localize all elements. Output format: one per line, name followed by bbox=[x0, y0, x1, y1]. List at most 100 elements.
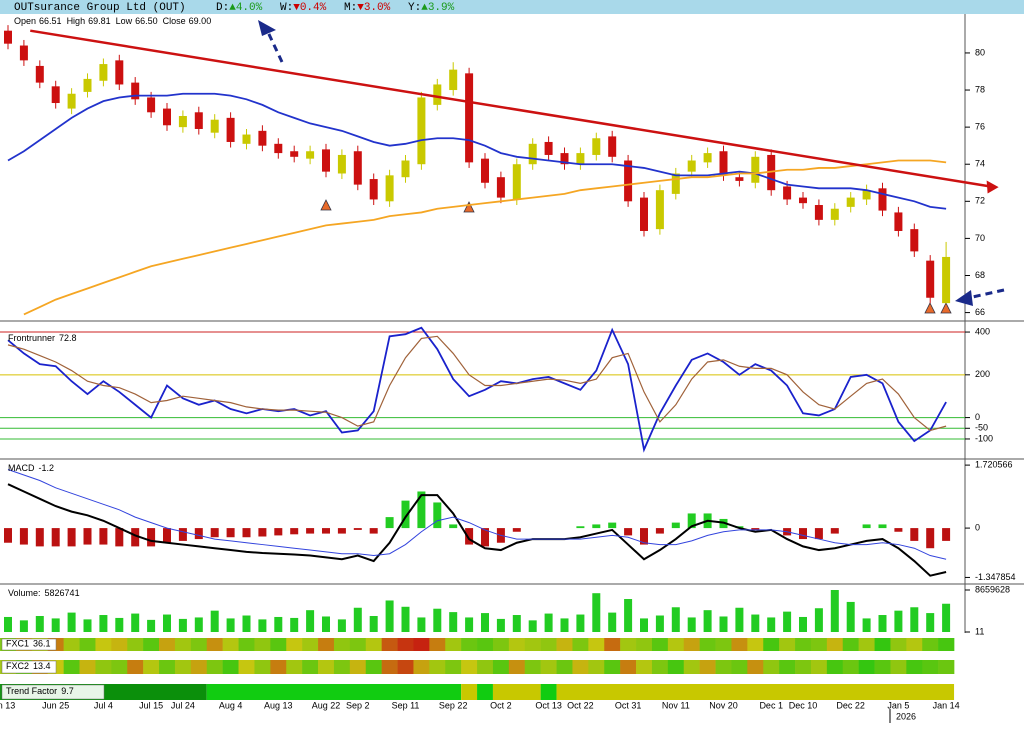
candle-body bbox=[449, 69, 458, 91]
macd-histogram bbox=[163, 528, 171, 543]
candle-body bbox=[528, 143, 537, 165]
macd-histogram bbox=[417, 491, 426, 529]
change-arrow: ▲ bbox=[421, 2, 428, 14]
indicator-label-part: 72.8 bbox=[59, 333, 77, 343]
macd-histogram bbox=[862, 524, 871, 529]
indicator-label-part: Frontrunner bbox=[8, 333, 55, 343]
macd-histogram bbox=[178, 528, 187, 541]
volume-bar bbox=[322, 616, 330, 632]
volume-bar bbox=[528, 620, 537, 632]
heat-cell bbox=[254, 660, 271, 674]
candle-body bbox=[19, 45, 28, 61]
strip-value: 13.4 bbox=[33, 661, 51, 671]
macd-histogram bbox=[687, 513, 696, 529]
heat-cell bbox=[763, 660, 780, 674]
volume-bar bbox=[226, 618, 235, 632]
heat-cell bbox=[63, 660, 80, 674]
heat-cell bbox=[779, 638, 796, 651]
candle-body bbox=[242, 134, 251, 144]
strip-label-box bbox=[1, 638, 57, 651]
heat-cell bbox=[922, 660, 939, 674]
macd-histogram bbox=[242, 528, 251, 538]
trend-segment bbox=[556, 684, 955, 700]
volume-bar bbox=[51, 618, 60, 632]
heat-cell bbox=[699, 660, 716, 674]
heat-cell bbox=[349, 638, 367, 651]
y-tick-label: 76 bbox=[975, 122, 985, 132]
heat-cell bbox=[938, 660, 955, 674]
macd-histogram bbox=[35, 528, 44, 547]
volume-bar bbox=[814, 608, 823, 632]
change-label: M:▼3.0% bbox=[344, 2, 391, 14]
candle-body bbox=[576, 153, 585, 165]
y-tick-label: 80 bbox=[975, 47, 985, 57]
volume-bar bbox=[83, 619, 92, 632]
heat-cell bbox=[524, 660, 541, 674]
candle-body bbox=[433, 84, 442, 105]
volume-bar bbox=[942, 603, 951, 632]
arrow-head bbox=[258, 20, 276, 36]
heat-cell bbox=[667, 638, 685, 651]
candle-body bbox=[258, 130, 267, 146]
heat-cell bbox=[826, 660, 844, 674]
change-value: 3.9% bbox=[428, 2, 455, 14]
candle-body bbox=[99, 64, 108, 81]
heat-cell bbox=[206, 638, 223, 651]
heat-cell bbox=[397, 638, 414, 651]
candle-body bbox=[655, 190, 664, 230]
volume-bar bbox=[433, 608, 442, 632]
heat-cell bbox=[238, 660, 255, 674]
candle-body bbox=[274, 143, 283, 154]
candle-body bbox=[687, 160, 696, 172]
candle-body bbox=[814, 205, 823, 220]
volume-bar bbox=[767, 617, 776, 632]
x-tick-label: Oct 22 bbox=[567, 700, 594, 710]
macd-histogram bbox=[465, 528, 474, 545]
x-tick-label: Aug 4 bbox=[219, 700, 243, 710]
volume-bar bbox=[655, 615, 664, 632]
change-value: 3.0% bbox=[364, 2, 391, 14]
heat-cell bbox=[747, 660, 764, 674]
candle-body bbox=[115, 60, 124, 85]
heat-cell bbox=[938, 638, 955, 651]
volume-bar bbox=[687, 617, 696, 632]
macd-histogram bbox=[322, 528, 330, 534]
y-tick-label: 72 bbox=[975, 196, 985, 206]
volume-bar bbox=[640, 618, 648, 632]
moving-average bbox=[7, 92, 947, 210]
volume-bar bbox=[147, 619, 156, 632]
signal-marker bbox=[940, 302, 952, 314]
heat-cell bbox=[461, 638, 478, 651]
signal-markers bbox=[320, 199, 952, 314]
candle-body bbox=[894, 212, 903, 231]
heat-cell bbox=[508, 660, 526, 674]
stock-title: OUTsurance Group Ltd (OUT) bbox=[14, 2, 186, 14]
volume-bar bbox=[210, 610, 219, 632]
x-tick-label: Oct 13 bbox=[535, 700, 562, 710]
heat-cell bbox=[556, 660, 573, 674]
macd-histogram bbox=[878, 524, 887, 529]
volume-bar bbox=[799, 616, 807, 632]
volume-bar bbox=[290, 617, 299, 632]
macd-histogram bbox=[401, 500, 410, 529]
volume-bar bbox=[385, 600, 394, 632]
candle-body bbox=[719, 151, 728, 176]
candle-body bbox=[83, 78, 92, 92]
dashed-arrow bbox=[967, 288, 1005, 300]
ohlc-name: Low bbox=[116, 16, 133, 26]
candle-body bbox=[640, 197, 648, 231]
strip-label: FXC2 13.4 bbox=[6, 661, 51, 671]
heat-cell bbox=[302, 638, 319, 651]
trend-segment bbox=[477, 684, 493, 700]
macd-histogram bbox=[894, 528, 903, 532]
y-tick-label: -100 bbox=[975, 433, 993, 443]
ohlc-value: 66.50 bbox=[135, 16, 158, 26]
heat-cell bbox=[620, 660, 637, 674]
candle-body bbox=[878, 188, 887, 211]
header-bar bbox=[0, 0, 1024, 14]
volume-bar bbox=[337, 619, 346, 632]
heat-cell bbox=[143, 660, 160, 674]
heat-cell bbox=[429, 638, 446, 651]
strip-value: 36.1 bbox=[33, 639, 51, 649]
heat-cell bbox=[159, 660, 176, 674]
